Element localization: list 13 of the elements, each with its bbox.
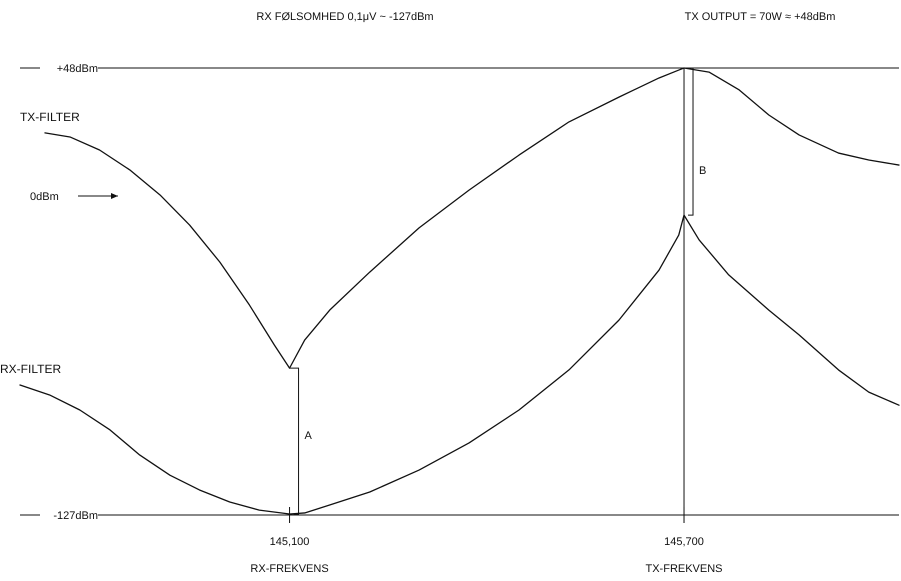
series-label: TX-FILTER	[20, 110, 80, 124]
text: RX FØLSOMHED 0,1μV ~ -127dBm	[256, 11, 434, 23]
annotation: B	[699, 164, 706, 177]
y-tick-label: -127dBm	[53, 510, 98, 522]
x-tick-label: 145,100	[270, 536, 310, 548]
y-tick-label: +48dBm	[56, 62, 98, 75]
text: TX OUTPUT = 70W ≈ +48dBm	[684, 11, 836, 23]
x-tick-label: 145,700	[664, 536, 704, 548]
annotation: A	[304, 430, 313, 442]
annotation: 0dBm	[30, 190, 59, 203]
text: TX-FREKVENS	[646, 563, 723, 575]
text: RX-FREKVENS	[250, 563, 329, 575]
series-label: RX-FILTER	[0, 362, 62, 376]
